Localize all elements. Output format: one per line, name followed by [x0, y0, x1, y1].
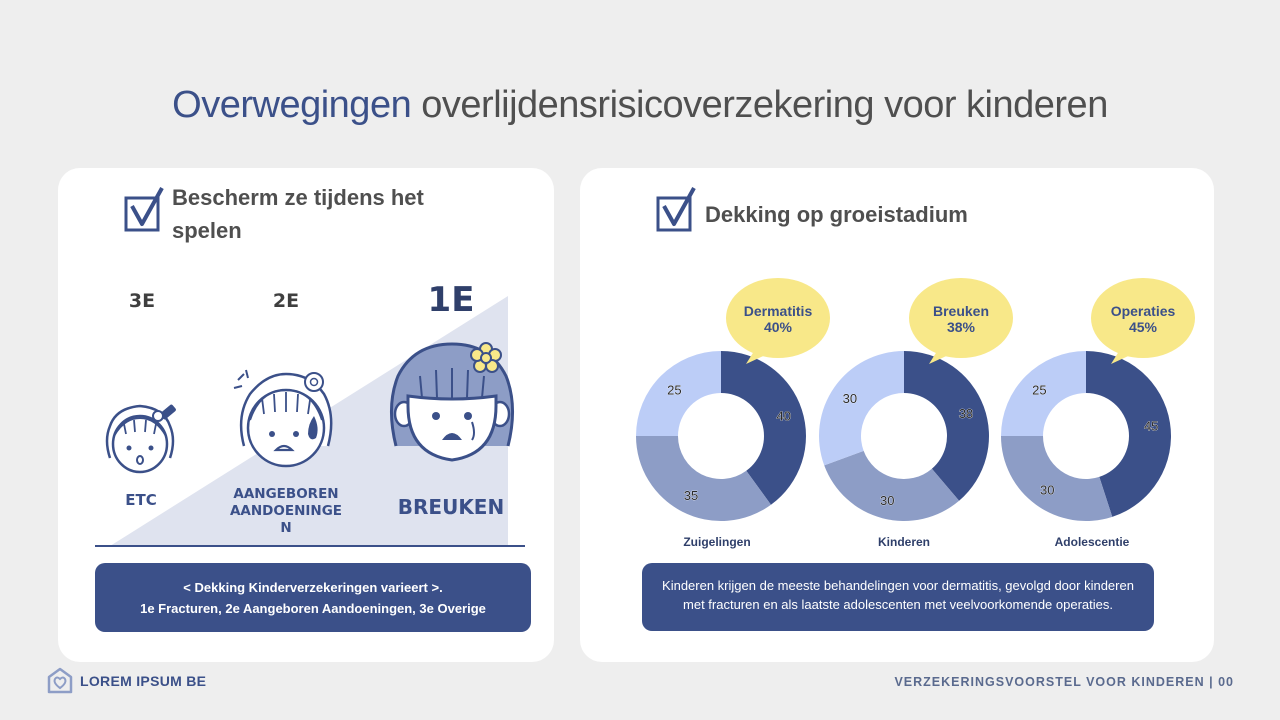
- title-rest: overlijdensrisicoverzekering voor kinder…: [411, 84, 1108, 126]
- right-heading: Dekking op groeistadium: [705, 202, 968, 227]
- right-note-line1: Kinderen krijgen de meeste behandelingen…: [662, 578, 1134, 593]
- rank-first: 1E: [427, 280, 475, 320]
- label-second-line3: N: [280, 520, 292, 536]
- checkbox-icon: [124, 187, 164, 232]
- stage-label-kinderen: Kinderen: [877, 535, 930, 549]
- checkbox-icon: [656, 187, 696, 232]
- slice-value-label: 25: [667, 382, 681, 397]
- brand-logo-icon: [47, 667, 73, 694]
- page-title: Overwegingen overlijdensrisicoverzekerin…: [0, 84, 1280, 127]
- callout-text: Dermatitis: [744, 303, 813, 319]
- label-third: ETC: [125, 491, 157, 509]
- slice-value-label: 35: [684, 488, 698, 503]
- slice-value-label: 45: [1144, 419, 1158, 434]
- left-heading: Bescherm ze tijdens het spelen: [172, 181, 424, 247]
- callout-text: 45%: [1129, 319, 1158, 335]
- left-note-line2: 1e Fracturen, 2e Aangeboren Aandoeningen…: [140, 601, 486, 616]
- label-second-line1: AANGEBOREN: [233, 486, 339, 502]
- podium-baseline: [95, 545, 525, 547]
- slice-value-label: 40: [777, 409, 791, 424]
- donut-slice: [1086, 351, 1171, 517]
- left-heading-line2: spelen: [172, 218, 242, 243]
- donut-slice: [1001, 351, 1086, 436]
- stage-label-zuigelingen: Zuigelingen: [683, 535, 751, 549]
- slice-value-label: 30: [1040, 482, 1054, 497]
- slice-value-label: 38: [959, 406, 973, 421]
- donut-slice: [721, 351, 806, 505]
- rank-third: 3E: [128, 290, 156, 312]
- right-note: Kinderen krijgen de meeste behandelingen…: [642, 563, 1154, 631]
- right-note-line2: met fracturen en als laatste adolescente…: [683, 597, 1113, 612]
- label-second: AANGEBOREN AANDOENINGE N: [222, 486, 350, 537]
- footer-page-info: VERZEKERINGSVOORSTEL VOOR KINDEREN | 00: [894, 675, 1234, 689]
- slice-value-label: 25: [1032, 382, 1046, 397]
- rank-second: 2E: [272, 290, 300, 312]
- callout-text: Breuken: [933, 303, 989, 319]
- label-first: BREUKEN: [397, 495, 505, 519]
- child-medium-icon: [233, 369, 333, 468]
- slice-value-label: 30: [843, 391, 857, 406]
- child-large-icon: [389, 342, 515, 462]
- stage-label-adolescentie: Adolescentie: [1054, 535, 1130, 549]
- donut-slice: [824, 450, 960, 521]
- footer-brand: LOREM IPSUM BE: [80, 673, 207, 689]
- donut-slice: [819, 351, 904, 466]
- callout-text: 40%: [764, 319, 793, 335]
- left-heading-line1: Bescherm ze tijdens het: [172, 185, 424, 210]
- donut-slice: [1001, 436, 1113, 521]
- callout-text: Operaties: [1111, 303, 1176, 319]
- callout-bubble: [1091, 278, 1195, 358]
- left-note-line1: < Dekking Kinderverzekeringen varieert >…: [183, 580, 443, 595]
- callout-text: 38%: [947, 319, 976, 335]
- donut-slice: [636, 436, 771, 521]
- callout-bubble: [909, 278, 1013, 358]
- left-note: < Dekking Kinderverzekeringen varieert >…: [95, 563, 531, 632]
- label-second-line2: AANDOENINGE: [229, 503, 343, 519]
- donut-slice: [904, 351, 989, 501]
- donut-slice: [636, 351, 721, 436]
- title-accent: Overwegingen: [172, 84, 412, 126]
- slice-value-label: 30: [880, 493, 894, 508]
- child-small-icon: [105, 404, 176, 474]
- callout-bubble: [726, 278, 830, 358]
